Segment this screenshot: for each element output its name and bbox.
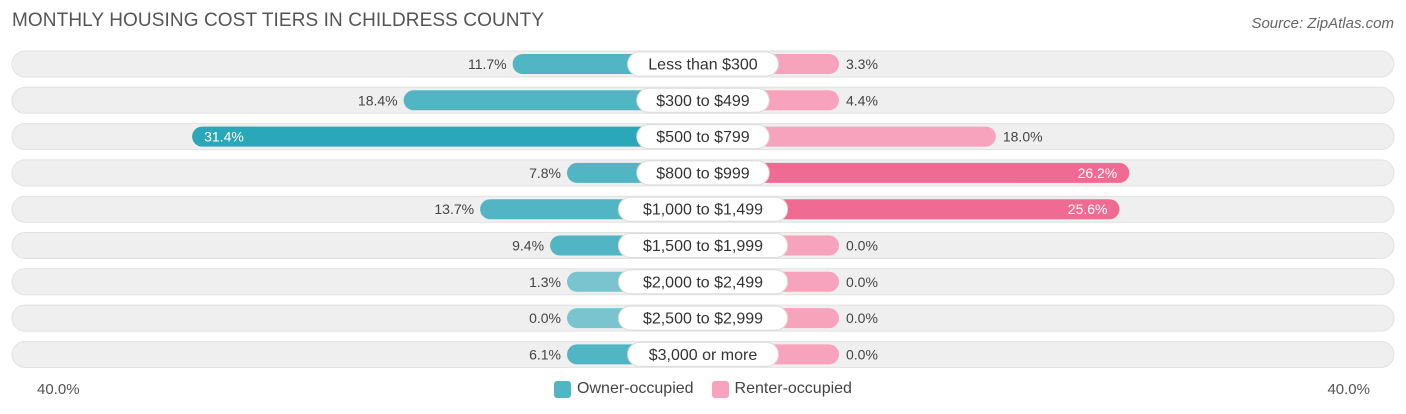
category-pill [627, 341, 779, 367]
renter-bar [703, 126, 996, 147]
renter-value-label: 0.0% [846, 310, 878, 326]
category-pill [636, 124, 770, 150]
category-pill [617, 269, 789, 295]
category-label: $3,000 or more [649, 347, 758, 364]
renter-value-label: 4.4% [846, 92, 878, 108]
owner-value-label: 7.8% [529, 165, 561, 181]
category-pill [617, 233, 789, 258]
renter-value-label: 0.0% [846, 346, 878, 362]
renter-value-label: 26.2% [1078, 165, 1118, 181]
renter-value-label: 0.0% [846, 238, 878, 254]
category-label: $2,000 to $2,499 [643, 274, 763, 291]
axis-left-label: 40.0% [37, 381, 80, 398]
diverging-bar-chart: 11.7% 3.3% Less than $300 18.4% 4.4% $300 to … [11, 50, 1395, 368]
owner-value-label: 0.0% [529, 310, 561, 326]
owner-value-label: 11.7% [468, 56, 507, 72]
category-label: $500 to $799 [656, 129, 750, 146]
category-label: $1,000 to $1,499 [643, 202, 763, 219]
legend-swatch-owner [554, 380, 572, 398]
category-pill [617, 196, 789, 222]
category-label: Less than $300 [648, 57, 758, 74]
renter-value-label: 18.0% [1003, 129, 1043, 145]
legend: Owner-occupied Renter-occupied [0, 380, 1406, 398]
category-label: $1,500 to $1,999 [643, 238, 763, 255]
category-label: $300 to $499 [656, 93, 750, 110]
chart-title: MONTHLY HOUSING COST TIERS IN CHILDRESS … [12, 10, 545, 31]
owner-value-label: 18.4% [358, 92, 398, 108]
source-label: Source: ZipAtlas.com [1251, 15, 1394, 32]
renter-value-label: 0.0% [846, 274, 878, 290]
owner-value-label: 9.4% [512, 238, 544, 254]
legend-item-owner: Owner-occupied [554, 380, 694, 398]
axis-right-label: 40.0% [1327, 381, 1370, 398]
legend-label-renter: Renter-occupied [734, 380, 852, 397]
category-label: $2,500 to $2,999 [643, 311, 763, 328]
category-pill [617, 305, 789, 331]
category-pill [627, 51, 779, 77]
owner-value-label: 1.3% [529, 274, 561, 290]
renter-bar [703, 199, 1120, 220]
owner-bar [403, 90, 703, 111]
category-pill [636, 160, 770, 186]
owner-value-label: 13.7% [434, 201, 474, 217]
renter-value-label: 25.6% [1068, 201, 1108, 217]
owner-bar [192, 126, 703, 147]
category-label: $800 to $999 [656, 165, 750, 182]
legend-item-renter: Renter-occupied [711, 380, 852, 398]
legend-swatch-renter [711, 380, 729, 398]
owner-value-label: 6.1% [529, 346, 561, 362]
renter-value-label: 3.3% [846, 56, 878, 72]
renter-bar [703, 162, 1130, 183]
owner-value-label: 31.4% [204, 129, 244, 145]
category-pill [636, 87, 770, 113]
legend-label-owner: Owner-occupied [577, 380, 694, 397]
